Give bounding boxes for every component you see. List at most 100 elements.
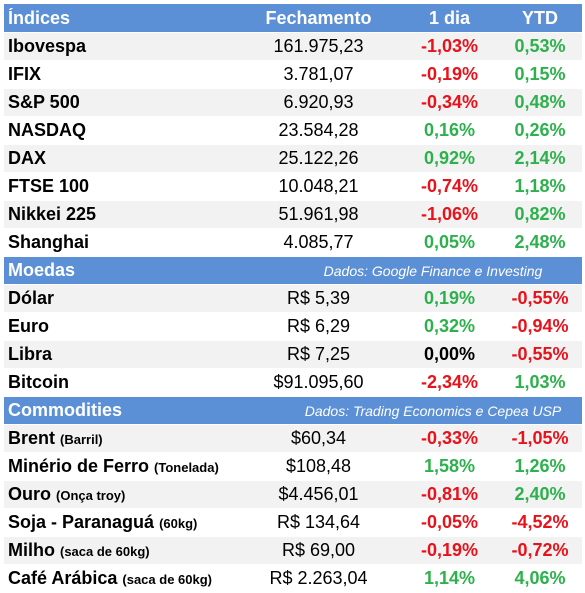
row-ytd-change: 2,48% [514, 232, 566, 252]
table-row: Soja - Paranaguá (60kg) R$ 134,64 -0,05% -4,… [4, 509, 582, 537]
row-close: 161.975,23 [273, 36, 364, 56]
row-day-change: -1,03% [420, 36, 479, 56]
row-name: NASDAQ [4, 120, 236, 141]
moedas-group: Dólar R$ 5,39 0,19% -0,55% Euro R$ 6,29 0,32% -… [4, 285, 582, 397]
table-row: NASDAQ 23.584,28 0,16% 0,26% [4, 117, 582, 145]
row-name-text: Ouro [8, 484, 51, 504]
row-ytd-change: -1,05% [511, 428, 569, 448]
table-row: DAX 25.122,26 0,92% 2,14% [4, 145, 582, 173]
row-name-text: FTSE 100 [8, 176, 90, 196]
row-name-text: Bitcoin [8, 372, 69, 392]
row-name: Euro [4, 316, 236, 337]
row-name-text: Shanghai [8, 232, 90, 252]
row-name: IFIX [4, 64, 236, 85]
row-day-change: -0,19% [420, 64, 479, 84]
row-day-change: -1,06% [420, 204, 479, 224]
row-close: 6.920,93 [283, 92, 354, 112]
row-close: R$ 134,64 [276, 512, 361, 532]
table-row: Dólar R$ 5,39 0,19% -0,55% [4, 285, 582, 313]
row-ytd-change: 0,53% [514, 36, 566, 56]
row-ytd-change: 4,06% [514, 568, 566, 588]
table-row: Shanghai 4.085,77 0,05% 2,48% [4, 229, 582, 257]
section-source: Dados: Trading Economics e Cepea USP [304, 402, 562, 419]
row-name-text: S&P 500 [8, 92, 80, 112]
row-unit: (saca de 60kg) [122, 572, 212, 587]
row-close: 10.048,21 [278, 176, 359, 196]
row-day-change: 0,32% [423, 316, 476, 336]
section-source: Dados: Google Finance e Investing [323, 262, 543, 279]
row-close: R$ 7,25 [286, 344, 351, 364]
row-close: 25.122,26 [278, 148, 359, 168]
row-ytd-change: -0,55% [511, 344, 569, 364]
row-name: Ouro (Onça troy) [4, 484, 236, 505]
row-close: $60,34 [290, 428, 347, 448]
row-ytd-change: 0,26% [514, 120, 566, 140]
row-close: 23.584,28 [278, 120, 359, 140]
row-close: R$ 69,00 [281, 540, 356, 560]
table-row: Ibovespa 161.975,23 -1,03% 0,53% [4, 33, 582, 61]
row-name-text: Dólar [8, 288, 55, 308]
row-name-text: Euro [8, 316, 50, 336]
table-row: Libra R$ 7,25 0,00% -0,55% [4, 341, 582, 369]
row-name-text: Soja - Paranaguá [8, 512, 155, 532]
row-ytd-change: -4,52% [511, 512, 569, 532]
row-name-text: IFIX [8, 64, 42, 84]
row-name: Café Arábica (saca de 60kg) [4, 568, 236, 589]
row-name-text: Café Arábica [8, 568, 118, 588]
row-close: 3.781,07 [283, 64, 354, 84]
table-row: Ouro (Onça troy) $4.456,01 -0,81% 2,40% [4, 481, 582, 509]
row-name-text: Milho [8, 540, 55, 560]
table-row: Brent (Barril) $60,34 -0,33% -1,05% [4, 425, 582, 453]
row-ytd-change: -0,72% [511, 540, 569, 560]
row-day-change: 1,58% [423, 456, 476, 476]
header-name: Índices [8, 7, 71, 28]
table-header: Índices Fechamento 1 dia YTD [4, 4, 582, 33]
row-name: DAX [4, 148, 236, 169]
row-day-change: 0,92% [423, 148, 476, 168]
row-ytd-change: 0,82% [514, 204, 566, 224]
table-row: Bitcoin $91.095,60 -2,34% 1,03% [4, 369, 582, 397]
table-row: S&P 500 6.920,93 -0,34% 0,48% [4, 89, 582, 117]
row-close: $4.456,01 [278, 484, 359, 504]
row-ytd-change: 0,15% [514, 64, 566, 84]
row-name-text: Nikkei 225 [8, 204, 97, 224]
row-day-change: 1,14% [423, 568, 476, 588]
row-day-change: -0,19% [420, 540, 479, 560]
row-day-change: -0,05% [420, 512, 479, 532]
row-name-text: Libra [8, 344, 53, 364]
row-day-change: -0,33% [420, 428, 479, 448]
row-close: $91.095,60 [273, 372, 364, 392]
table-row: Milho (saca de 60kg) R$ 69,00 -0,19% -0,72% [4, 537, 582, 565]
row-name: Bitcoin [4, 372, 236, 393]
row-ytd-change: 2,40% [514, 484, 566, 504]
row-day-change: 0,00% [423, 344, 476, 364]
row-close: 4.085,77 [283, 232, 354, 252]
row-name: Soja - Paranaguá (60kg) [4, 512, 236, 533]
section-moedas: Moedas Dados: Google Finance e Investing [4, 257, 582, 285]
row-name: Brent (Barril) [4, 428, 236, 449]
row-close: R$ 2.263,04 [269, 568, 368, 588]
row-ytd-change: 2,14% [514, 148, 566, 168]
row-unit: (60kg) [159, 516, 198, 531]
row-day-change: 0,16% [423, 120, 476, 140]
row-ytd-change: -0,94% [511, 316, 569, 336]
row-name: Milho (saca de 60kg) [4, 540, 236, 561]
row-close: R$ 5,39 [286, 288, 351, 308]
table-row: IFIX 3.781,07 -0,19% 0,15% [4, 61, 582, 89]
row-close: $108,48 [285, 456, 352, 476]
row-close: 51.961,98 [278, 204, 359, 224]
row-name: Shanghai [4, 232, 236, 253]
header-day: 1 dia [428, 7, 471, 28]
row-ytd-change: 1,03% [514, 372, 566, 392]
row-unit: (Barril) [60, 432, 103, 447]
row-ytd-change: 1,26% [514, 456, 566, 476]
row-day-change: -0,74% [420, 176, 479, 196]
row-day-change: 0,05% [423, 232, 476, 252]
row-name: S&P 500 [4, 92, 236, 113]
row-day-change: -2,34% [420, 372, 479, 392]
table-row: Minério de Ferro (Tonelada) $108,48 1,58% 1,… [4, 453, 582, 481]
row-name: FTSE 100 [4, 176, 236, 197]
row-name: Ibovespa [4, 36, 236, 57]
row-day-change: 0,19% [423, 288, 476, 308]
row-unit: (Tonelada) [154, 460, 219, 475]
